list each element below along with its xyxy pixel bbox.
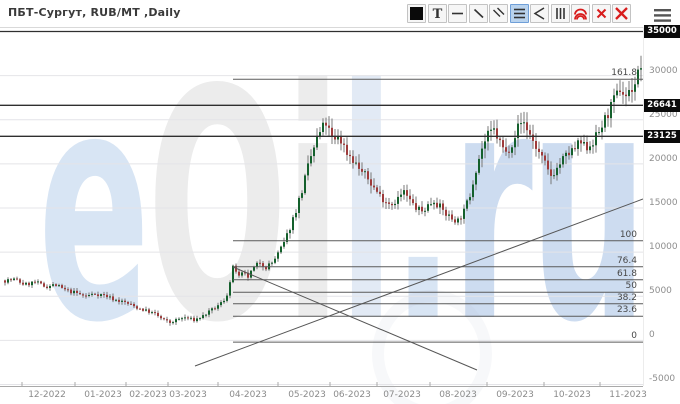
vertical-lines-tool-button[interactable]	[550, 4, 570, 23]
month-label-10-2023: 10-2023	[553, 390, 591, 400]
price-tick-0: 0	[649, 330, 655, 341]
fib-arcs-tool-icon	[571, 4, 590, 23]
price-tick-15000: 15000	[649, 198, 678, 208]
month-label-05-2023: 05-2023	[288, 390, 326, 400]
month-label-09-2023: 09-2023	[496, 390, 534, 400]
color-swatch-icon	[407, 4, 426, 23]
month-label-11-2023: 11-2023	[609, 390, 647, 400]
menu-button[interactable]	[653, 8, 673, 23]
price-tick-25000: 25000	[649, 109, 678, 120]
month-label-02-2023: 02-2023	[129, 390, 167, 400]
vertical-lines-tool-icon	[551, 4, 570, 23]
month-label-04-2023: 04-2023	[229, 390, 267, 400]
remove-object-icon	[592, 4, 611, 23]
horizontal-line-tool-icon	[448, 4, 467, 23]
month-label-07-2023: 07-2023	[383, 390, 421, 400]
fan-lines-tool-button[interactable]	[530, 4, 549, 23]
price-level-badge-23125: 23125	[644, 129, 680, 143]
remove-object-button[interactable]	[591, 4, 611, 23]
remove-all-objects-icon	[612, 4, 631, 23]
trend-line-tool-button[interactable]	[468, 4, 488, 23]
price-tick-30000: 30000	[649, 65, 678, 76]
price-level-badge-35000: 35000	[644, 25, 680, 39]
time-axis[interactable]: 12-2022 01-2023 02-2023 03-2023 04-2023 05-20…	[0, 382, 680, 404]
chart-header: ПБТ-Сургут, RUB/МТ ,Daily T	[0, 0, 680, 28]
price-tick--5000: -5000	[649, 374, 676, 385]
remove-all-objects-button[interactable]	[612, 4, 631, 23]
price-tick-5000: 5000	[649, 286, 672, 297]
horizontal-line-tool-button[interactable]	[448, 4, 467, 23]
color-swatch-button[interactable]	[407, 4, 426, 23]
fib-retracement-tool-icon	[510, 4, 529, 23]
svg-text:T: T	[432, 7, 442, 22]
text-tool-icon: T	[428, 4, 447, 23]
month-label-12-2022: 12-2022	[28, 390, 66, 400]
price-tick-20000: 20000	[649, 153, 678, 164]
price-axis[interactable]: 30000 25000 20000 15000 10000 5000 0 -5000 35000…	[643, 25, 680, 386]
candlestick-plot	[0, 30, 643, 385]
chart-title: ПБТ-Сургут, RUB/МТ ,Daily	[8, 6, 181, 19]
parallel-channel-tool-button[interactable]	[489, 4, 508, 23]
month-label-01-2023: 01-2023	[84, 390, 122, 400]
fib-arcs-tool-button[interactable]	[571, 4, 590, 23]
time-axis-line	[0, 382, 643, 387]
price-level-badge-26641: 26641	[644, 98, 680, 112]
text-tool-button[interactable]: T	[427, 4, 447, 23]
month-label-08-2023: 08-2023	[439, 390, 477, 400]
price-tick-10000: 10000	[649, 242, 678, 253]
trend-line-tool-icon	[469, 4, 488, 23]
hamburger-icon	[653, 9, 673, 26]
fib-retracement-tool-button[interactable]	[509, 4, 529, 23]
month-label-06-2023: 06-2023	[333, 390, 371, 400]
chart-plot-area[interactable]: eOil.ru 161.8 100 76.4 61.8 50 38.2 23.6 0	[0, 27, 643, 404]
parallel-channel-tool-icon	[489, 4, 508, 23]
month-label-03-2023: 03-2023	[169, 390, 207, 400]
drawing-toolbar: T	[407, 4, 631, 23]
fan-lines-tool-icon	[530, 4, 549, 23]
